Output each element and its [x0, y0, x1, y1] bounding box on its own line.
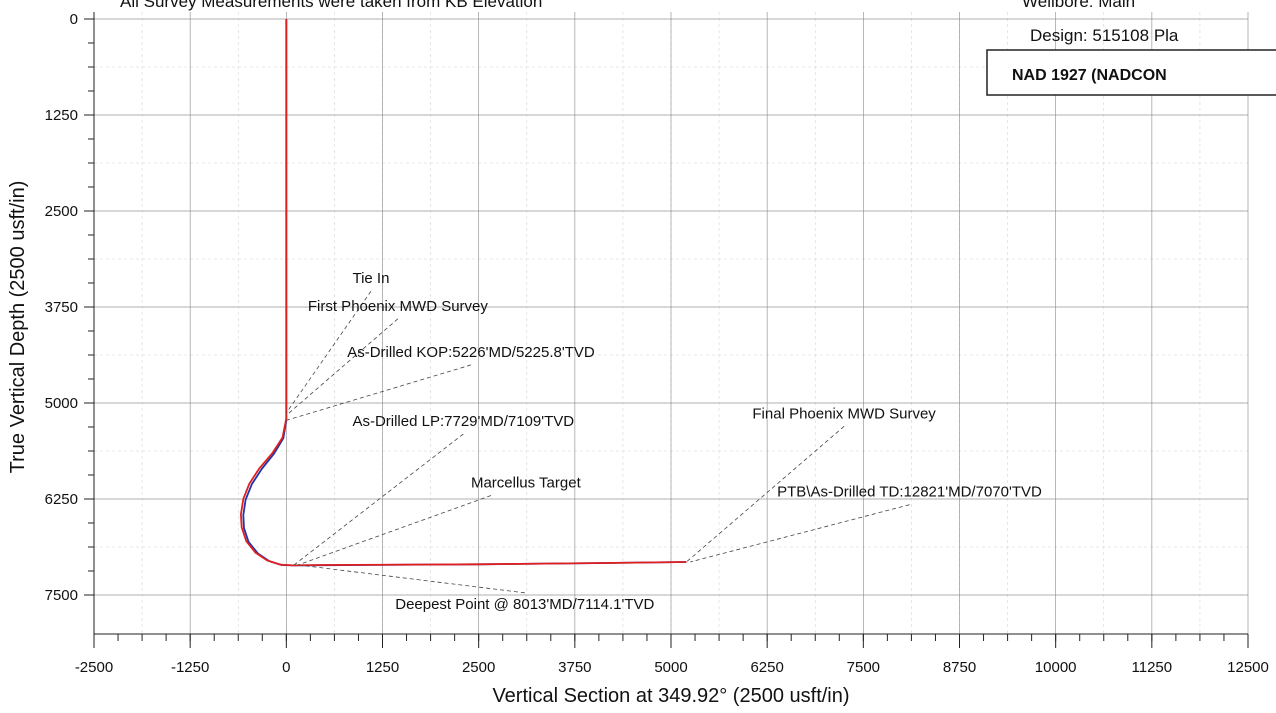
y-tick-label: 1250	[45, 107, 78, 124]
x-tick-label: 1250	[366, 659, 399, 676]
y-tick-label: 5000	[45, 395, 78, 412]
annotation-leader	[690, 504, 910, 563]
annotation-leader	[293, 433, 464, 566]
x-tick-label: 8750	[943, 659, 976, 676]
y-tick-label: 7500	[45, 587, 78, 604]
x-tick-label: 7500	[847, 659, 880, 676]
x-tick-label: 6250	[750, 659, 783, 676]
x-tick-label: 5000	[654, 659, 687, 676]
annotation-label: As-Drilled KOP:5226'MD/5225.8'TVD	[347, 344, 595, 361]
x-axis-title: Vertical Section at 349.92° (2500 usft/i…	[492, 685, 849, 707]
x-axis-ticks: -2500 -1250 0 1250 2500 3750 5000 6250 7500 8750 1…	[75, 634, 1269, 676]
annotation-label: As-Drilled LP:7729'MD/7109'TVD	[352, 413, 574, 430]
x-tick-label: 11250	[1132, 659, 1173, 676]
annotation-label: Tie In	[352, 270, 389, 287]
y-axis-title: True Vertical Depth (2500 usft/in)	[7, 181, 29, 474]
wellbore-label: Wellbore: Main	[1022, 0, 1135, 11]
annotation-leader	[286, 318, 399, 416]
annotation-leader	[297, 495, 492, 566]
y-tick-label: 0	[70, 11, 78, 28]
x-tick-label: -1250	[171, 659, 209, 676]
x-tick-label: 0	[282, 659, 290, 676]
y-tick-label: 2500	[45, 203, 78, 220]
annotation-label: Deepest Point @ 8013'MD/7114.1'TVD	[395, 596, 654, 613]
x-tick-label: 2500	[462, 659, 495, 676]
annotations-group: Tie In First Phoenix MWD Survey As-Drilled…	[286, 270, 1042, 613]
annotation-leader	[286, 290, 372, 414]
x-tick-label: 3750	[558, 659, 591, 676]
x-tick-label: -2500	[75, 659, 113, 676]
y-tick-label: 3750	[45, 299, 78, 316]
survey-note: All Survey Measurements were taken from …	[120, 0, 542, 11]
annotation-label: Marcellus Target	[471, 474, 582, 491]
x-tick-label: 10000	[1035, 659, 1077, 676]
datum-box	[986, 49, 1276, 96]
annotation-label: First Phoenix MWD Survey	[308, 298, 489, 315]
datum-label: NAD 1927 (NADCON	[1012, 67, 1167, 84]
trajectory-series-line	[239, 19, 687, 567]
annotation-leader	[301, 564, 525, 594]
annotation-label: Final Phoenix MWD Survey	[752, 405, 936, 422]
annotation-label: PTB\As-Drilled TD:12821'MD/7070'TVD	[777, 484, 1042, 501]
series-group	[239, 19, 687, 567]
x-tick-label: 12500	[1227, 659, 1269, 676]
y-tick-label: 6250	[45, 491, 78, 508]
design-label: Design: 515108 Pla	[1030, 26, 1179, 45]
y-axis-ticks: 0 1250 2500 3750 5000 6250 7500	[45, 11, 94, 604]
